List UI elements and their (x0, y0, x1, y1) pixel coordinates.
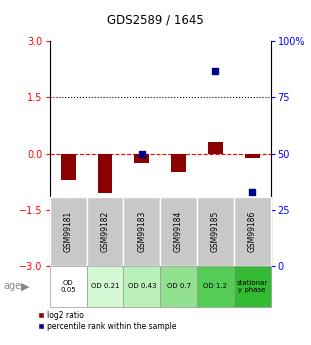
Bar (50, 197, 86, 266)
Legend: log2 ratio, percentile rank within the sample: log2 ratio, percentile rank within the s… (38, 311, 177, 331)
Bar (234, 197, 271, 266)
Bar (123, 197, 160, 266)
Bar (197, 266, 234, 307)
Text: ▶: ▶ (21, 282, 29, 291)
Text: GSM99185: GSM99185 (211, 210, 220, 252)
Text: GSM99181: GSM99181 (64, 210, 73, 252)
Text: GSM99184: GSM99184 (174, 210, 183, 252)
Bar (245, 154, 259, 158)
Bar (123, 266, 160, 307)
Bar (98, 154, 112, 193)
Bar (160, 197, 197, 266)
Bar (134, 154, 149, 163)
Text: GSM99182: GSM99182 (100, 210, 109, 252)
Text: OD 0.7: OD 0.7 (166, 283, 191, 289)
Bar (197, 197, 234, 266)
Bar (50, 266, 86, 307)
Bar (171, 154, 186, 172)
Bar (234, 266, 271, 307)
Bar (160, 266, 197, 307)
Text: OD 1.2: OD 1.2 (203, 283, 227, 289)
Text: GDS2589 / 1645: GDS2589 / 1645 (107, 14, 204, 27)
Text: stationar
y phase: stationar y phase (237, 280, 268, 293)
Text: GSM99186: GSM99186 (248, 210, 257, 252)
Text: GSM99183: GSM99183 (137, 210, 146, 252)
Text: age: age (3, 282, 21, 291)
Bar (61, 154, 76, 180)
Text: OD 0.21: OD 0.21 (91, 283, 119, 289)
Bar (208, 142, 223, 154)
Bar (86, 266, 123, 307)
Text: OD
0.05: OD 0.05 (60, 280, 76, 293)
Text: OD 0.43: OD 0.43 (128, 283, 156, 289)
Bar (86, 197, 123, 266)
